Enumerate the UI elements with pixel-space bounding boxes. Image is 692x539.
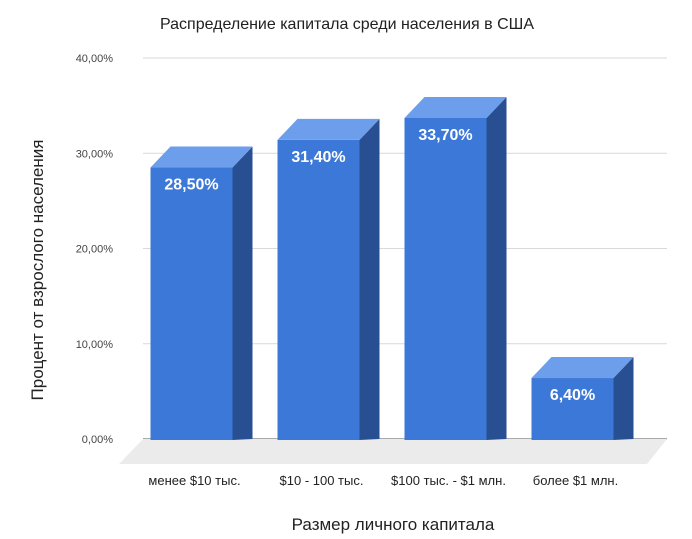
- bar-front: [150, 167, 233, 440]
- bar-side: [613, 357, 634, 440]
- y-tick-label: 40,00%: [76, 53, 114, 65]
- bar: 33,70%: [404, 97, 507, 440]
- bar-top: [277, 118, 380, 140]
- bar-data-label: 28,50%: [164, 177, 218, 194]
- y-axis-title: Процент от взрослого населения: [28, 140, 47, 401]
- bar: 6,40%: [531, 357, 634, 440]
- bar-side: [359, 118, 380, 440]
- bar-front: [531, 378, 614, 440]
- bar-side: [486, 97, 507, 440]
- bar-top: [404, 97, 507, 119]
- bar: 28,50%: [150, 146, 253, 440]
- bar: 31,40%: [277, 118, 380, 441]
- bar-front: [404, 118, 487, 440]
- bar-side: [232, 146, 253, 440]
- y-tick-label: 20,00%: [76, 244, 114, 256]
- bar-front: [277, 139, 360, 441]
- bar-data-label: 33,70%: [418, 127, 472, 144]
- chart-title: Распределение капитала среди населения в…: [160, 16, 534, 33]
- bar-top: [531, 357, 634, 379]
- chart-floor-plane: [119, 439, 667, 464]
- bar-top: [150, 146, 253, 168]
- x-category-label: более $1 млн.: [533, 473, 618, 488]
- bars: 28,50% 31,40% 33,70% 6,40%: [150, 97, 634, 441]
- x-axis-categories: менее $10 тыс. $10 - 100 тыс. $100 тыс. - …: [148, 473, 618, 488]
- y-tick-label: 30,00%: [76, 148, 114, 160]
- bar-data-label: 6,40%: [550, 387, 595, 404]
- chart-floor: [119, 439, 667, 464]
- y-axis-ticks: 0,00% 10,00% 20,00% 30,00% 40,00%: [76, 53, 114, 446]
- x-category-label: $10 - 100 тыс.: [280, 473, 364, 488]
- y-tick-label: 10,00%: [76, 339, 114, 351]
- y-tick-label: 0,00%: [82, 434, 113, 446]
- x-category-label: менее $10 тыс.: [148, 473, 240, 488]
- x-axis-title: Размер личного капитала: [292, 515, 495, 534]
- bar-data-label: 31,40%: [291, 149, 345, 166]
- x-category-label: $100 тыс. - $1 млн.: [391, 473, 506, 488]
